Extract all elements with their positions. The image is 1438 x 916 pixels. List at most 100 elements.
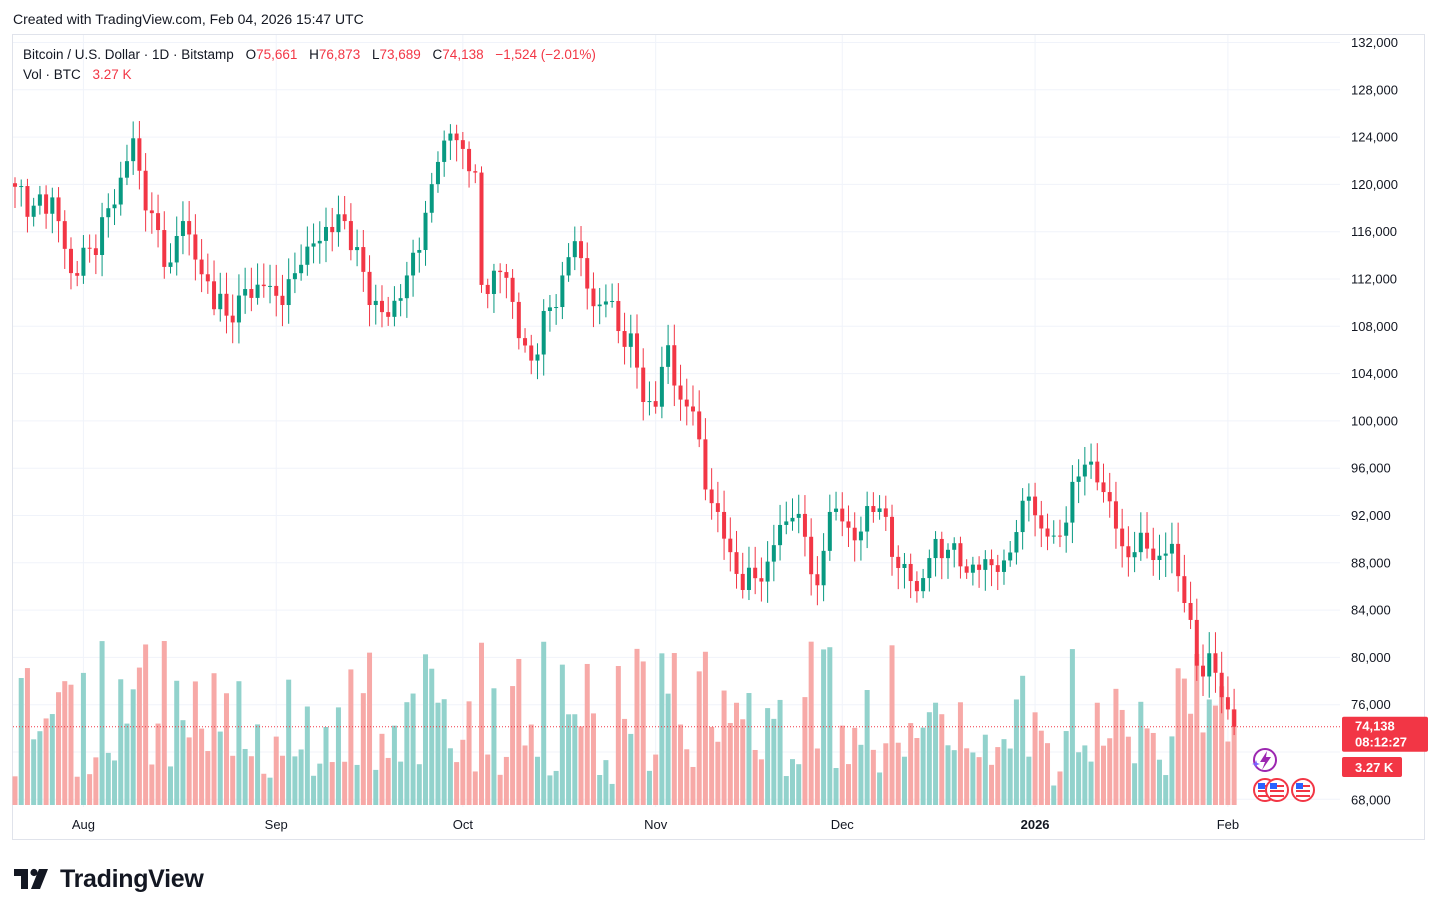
volume-bar — [622, 718, 628, 805]
volume-bar — [416, 764, 422, 805]
candle-body — [100, 217, 105, 255]
candle-body — [19, 186, 24, 188]
volume-bar — [404, 702, 410, 805]
candle-body — [560, 275, 565, 308]
candle-body — [566, 257, 571, 276]
candle-body — [1095, 461, 1100, 483]
chart-frame[interactable] — [12, 34, 1425, 840]
volume-bar — [223, 693, 229, 805]
volume-bar — [777, 699, 783, 805]
volume-bar — [217, 731, 223, 805]
candle-body — [790, 517, 795, 522]
volume-bar — [1181, 678, 1187, 805]
volume-bar — [199, 728, 205, 805]
volume-bar — [678, 724, 684, 805]
volume-bar — [659, 653, 665, 805]
y-tick-label: 92,000 — [1351, 508, 1391, 523]
volume-bar — [1119, 709, 1125, 805]
candle-body — [659, 366, 664, 407]
volume-bar — [491, 688, 497, 805]
candle-body — [485, 284, 490, 294]
candle-body — [1151, 548, 1156, 561]
volume-bar — [790, 759, 795, 805]
candle-body — [516, 301, 521, 339]
candle-body — [510, 277, 515, 302]
candle-body — [174, 235, 179, 263]
candle-body — [25, 186, 30, 217]
candle-body — [523, 338, 528, 346]
volume-bar — [112, 760, 118, 805]
x-tick-label: Dec — [831, 817, 855, 832]
candle-body — [1225, 697, 1230, 710]
candle-body — [591, 288, 596, 307]
candle-body — [1039, 515, 1044, 529]
candle-body — [168, 262, 173, 267]
y-tick-label: 108,000 — [1351, 319, 1398, 334]
candle-body — [68, 248, 73, 274]
candle-body — [734, 552, 739, 574]
candle-body — [467, 148, 472, 172]
volume-bar — [1206, 699, 1212, 805]
flag-stripe — [1296, 790, 1310, 792]
candle-body — [491, 270, 496, 294]
chart-legend: Bitcoin / U.S. Dollar · 1D · Bitstamp O7… — [23, 45, 596, 85]
volume-bar — [1188, 713, 1194, 805]
candle-body — [771, 545, 776, 562]
candle-body — [31, 205, 36, 217]
volume-bar — [877, 772, 883, 805]
volume-bar — [155, 723, 161, 805]
candle-body — [286, 279, 291, 306]
volume-tag-value: 3.27 K — [1355, 760, 1394, 775]
tradingview-brand: TradingView — [60, 864, 204, 893]
candle-body — [939, 538, 944, 559]
candle-body — [697, 411, 702, 440]
candle-body — [908, 563, 913, 582]
symbol-description[interactable]: Bitcoin / U.S. Dollar · 1D · Bitstamp — [23, 47, 234, 62]
volume-bar — [1051, 785, 1057, 805]
candle-body — [815, 574, 820, 586]
volume-bar — [323, 726, 329, 805]
volume-bar — [746, 693, 752, 805]
candle-body — [479, 172, 484, 285]
volume-bar — [559, 664, 565, 805]
volume-bar — [174, 680, 180, 805]
candle-body — [784, 521, 789, 525]
volume-bar — [1200, 732, 1206, 805]
y-tick-label: 104,000 — [1351, 366, 1398, 381]
volume-bar — [1125, 736, 1131, 805]
candle-body — [218, 293, 223, 310]
volume-bar — [24, 668, 30, 805]
volume-bar — [279, 755, 285, 805]
volume-bar — [702, 651, 708, 805]
x-tick-label: Aug — [72, 817, 95, 832]
volume-bar — [566, 714, 572, 805]
candle-body — [373, 300, 378, 306]
y-tick-label: 100,000 — [1351, 413, 1398, 428]
high-label: H — [309, 47, 319, 62]
volume-bar — [248, 756, 254, 805]
candle-body — [983, 559, 988, 570]
volume-bar — [603, 760, 609, 805]
sparkle-icon — [1252, 760, 1260, 768]
candle-body — [305, 246, 310, 265]
volume-bar — [1169, 736, 1175, 805]
candle-body — [386, 312, 391, 317]
volume-label[interactable]: Vol · BTC — [23, 67, 81, 82]
volume-bar — [485, 754, 491, 805]
y-tick-label: 84,000 — [1351, 603, 1391, 618]
candle-body — [1132, 552, 1137, 558]
volume-bar — [1076, 752, 1082, 805]
volume-tag — [1342, 757, 1402, 777]
volume-bar — [528, 724, 534, 805]
candle-body — [635, 333, 639, 368]
candle-body — [156, 213, 161, 231]
volume-bar — [802, 697, 808, 805]
candle-body — [93, 248, 98, 255]
candle-body — [330, 226, 335, 233]
volume-bar — [385, 757, 391, 805]
volume-bar — [572, 714, 578, 805]
candle-body — [1057, 535, 1062, 537]
volume-bar — [1057, 771, 1063, 805]
